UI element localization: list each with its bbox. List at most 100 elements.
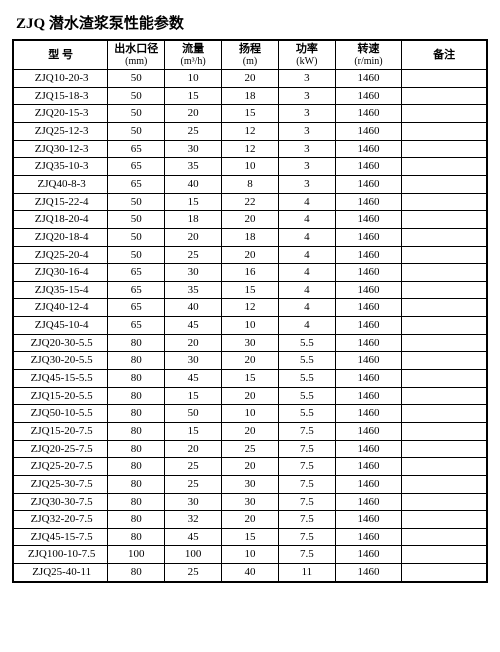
table-cell: 4 <box>278 246 335 264</box>
table-cell: 3 <box>278 87 335 105</box>
table-cell <box>402 546 487 564</box>
table-cell: 4 <box>278 281 335 299</box>
table-cell: 20 <box>222 211 279 229</box>
table-cell: 20 <box>165 334 222 352</box>
table-cell: ZJQ20-15-3 <box>13 105 108 123</box>
table-cell: 80 <box>108 493 165 511</box>
table-row: ZJQ20-15-350201531460 <box>13 105 487 123</box>
table-row: ZJQ30-12-365301231460 <box>13 140 487 158</box>
table-cell: 1460 <box>335 158 401 176</box>
table-cell: 3 <box>278 158 335 176</box>
table-cell: ZJQ32-20-7.5 <box>13 511 108 529</box>
table-cell <box>402 228 487 246</box>
table-cell <box>402 175 487 193</box>
table-cell: 5.5 <box>278 387 335 405</box>
table-row: ZJQ20-25-7.58020257.51460 <box>13 440 487 458</box>
col-model: 型 号 <box>13 40 108 70</box>
table-body: ZJQ10-20-350102031460ZJQ15-18-3501518314… <box>13 70 487 582</box>
table-cell: 80 <box>108 440 165 458</box>
table-cell <box>402 370 487 388</box>
table-cell: 80 <box>108 334 165 352</box>
table-cell: 1460 <box>335 264 401 282</box>
table-cell: ZJQ20-25-7.5 <box>13 440 108 458</box>
table-cell: 50 <box>108 123 165 141</box>
table-cell: 1460 <box>335 175 401 193</box>
table-cell: 100 <box>108 546 165 564</box>
table-header-row: 型 号 出水口径(mm) 流量(m³/h) 扬程(m) 功率(kW) 转速(r/… <box>13 40 487 70</box>
table-cell: ZJQ30-20-5.5 <box>13 352 108 370</box>
table-cell: 15 <box>222 528 279 546</box>
page-title: ZJQ 潜水渣浆泵性能参数 <box>16 12 488 33</box>
table-cell: 16 <box>222 264 279 282</box>
table-cell <box>402 193 487 211</box>
table-row: ZJQ25-30-7.58025307.51460 <box>13 475 487 493</box>
table-cell: 7.5 <box>278 528 335 546</box>
table-cell: 1460 <box>335 140 401 158</box>
table-cell: ZJQ45-15-5.5 <box>13 370 108 388</box>
table-cell: 20 <box>222 458 279 476</box>
table-cell: 12 <box>222 299 279 317</box>
table-cell: 30 <box>222 334 279 352</box>
table-cell: 45 <box>165 317 222 335</box>
table-cell: 25 <box>222 440 279 458</box>
table-cell <box>402 281 487 299</box>
table-row: ZJQ45-10-465451041460 <box>13 317 487 335</box>
table-cell: 80 <box>108 352 165 370</box>
table-cell: 1460 <box>335 211 401 229</box>
table-cell: 20 <box>222 387 279 405</box>
table-cell <box>402 405 487 423</box>
table-cell: 5.5 <box>278 334 335 352</box>
table-cell: 50 <box>108 211 165 229</box>
col-power: 功率(kW) <box>278 40 335 70</box>
table-cell: 1460 <box>335 299 401 317</box>
table-cell: 20 <box>222 246 279 264</box>
col-outlet: 出水口径(mm) <box>108 40 165 70</box>
table-cell: 25 <box>165 564 222 582</box>
table-cell: ZJQ25-12-3 <box>13 123 108 141</box>
table-cell: 10 <box>222 546 279 564</box>
table-cell: 40 <box>165 175 222 193</box>
table-cell: 7.5 <box>278 458 335 476</box>
col-remark: 备注 <box>402 40 487 70</box>
table-cell: 1460 <box>335 123 401 141</box>
table-cell: 1460 <box>335 475 401 493</box>
table-cell: ZJQ20-30-5.5 <box>13 334 108 352</box>
table-cell: 40 <box>165 299 222 317</box>
table-cell: 15 <box>222 370 279 388</box>
table-cell: ZJQ30-12-3 <box>13 140 108 158</box>
table-cell: 20 <box>222 352 279 370</box>
table-cell: 3 <box>278 175 335 193</box>
col-flow: 流量(m³/h) <box>165 40 222 70</box>
table-cell: 4 <box>278 193 335 211</box>
table-cell: ZJQ15-22-4 <box>13 193 108 211</box>
table-cell: 1460 <box>335 422 401 440</box>
table-cell: 1460 <box>335 228 401 246</box>
table-cell: 18 <box>165 211 222 229</box>
table-cell <box>402 317 487 335</box>
table-cell: 1460 <box>335 387 401 405</box>
table-cell: 20 <box>165 105 222 123</box>
table-cell: 7.5 <box>278 546 335 564</box>
table-row: ZJQ25-12-350251231460 <box>13 123 487 141</box>
table-cell: 50 <box>108 105 165 123</box>
table-cell: 30 <box>165 264 222 282</box>
table-cell: 30 <box>222 493 279 511</box>
table-cell: ZJQ25-40-11 <box>13 564 108 582</box>
table-row: ZJQ25-20-7.58025207.51460 <box>13 458 487 476</box>
table-cell: 7.5 <box>278 422 335 440</box>
table-cell: 22 <box>222 193 279 211</box>
table-cell: 1460 <box>335 511 401 529</box>
table-cell: 50 <box>108 228 165 246</box>
table-cell: 40 <box>222 564 279 582</box>
table-cell: 65 <box>108 281 165 299</box>
table-cell: 4 <box>278 228 335 246</box>
table-cell <box>402 211 487 229</box>
table-cell: 15 <box>165 193 222 211</box>
table-cell: 4 <box>278 317 335 335</box>
table-cell <box>402 511 487 529</box>
table-cell: ZJQ20-18-4 <box>13 228 108 246</box>
table-cell: 25 <box>165 475 222 493</box>
table-cell: ZJQ18-20-4 <box>13 211 108 229</box>
table-cell <box>402 475 487 493</box>
table-cell: 1460 <box>335 458 401 476</box>
